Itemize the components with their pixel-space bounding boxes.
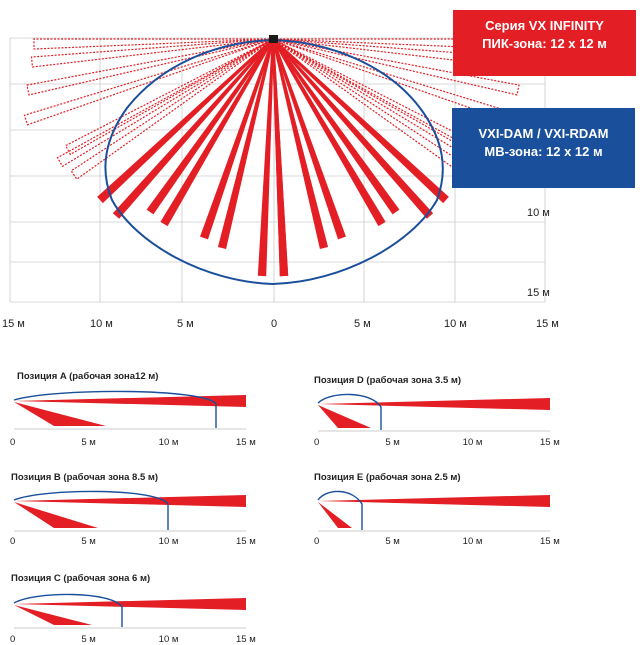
- side-long-beam: [14, 495, 246, 507]
- x-label-right-15: 15 м: [536, 318, 559, 330]
- side-tick-label: 10 м: [462, 536, 483, 547]
- dotted-beam-right: [272, 38, 520, 96]
- dotted-beam-left: [26, 38, 274, 96]
- side-tick-label: 15 м: [540, 536, 560, 547]
- pir-zone-label: ПИК-зона: 12 x 12 м: [482, 36, 607, 51]
- dotted-beam-left: [33, 38, 274, 50]
- pir-solid-beams: [97, 39, 449, 277]
- y-label-15: 15 м: [527, 287, 550, 299]
- mw-zone-label: МВ-зона: 12 x 12 м: [484, 144, 603, 159]
- microwave-zone-outline: [104, 38, 444, 286]
- x-label-right-5: 5 м: [354, 318, 371, 330]
- side-mw-outline: [317, 393, 382, 430]
- side-tick-label: 5 м: [81, 437, 96, 448]
- side-tick-label: 5 м: [385, 437, 400, 448]
- x-label-right-10: 10 м: [444, 318, 467, 330]
- solid-beam: [257, 39, 274, 277]
- side-mw-outline: [317, 490, 363, 530]
- position-a-title: Позиция A (рабочая зона12 м): [17, 371, 159, 382]
- solid-beam: [273, 39, 400, 215]
- side-tick-label: 0: [10, 634, 16, 645]
- side-tick-label: 0: [314, 437, 320, 448]
- position-c-title: Позиция C (рабочая зона 6 м): [11, 573, 151, 584]
- x-label-left-10: 10 м: [90, 318, 113, 330]
- side-tick-label: 15 м: [236, 437, 256, 448]
- position-b-title: Позиция B (рабочая зона 8.5 м): [11, 472, 159, 483]
- x-label-left-5: 5 м: [177, 318, 194, 330]
- pir-series-label: Серия VX INFINITY: [485, 18, 604, 33]
- solid-beam: [272, 39, 289, 277]
- side-mw-outline: [13, 490, 169, 530]
- side-long-beam: [14, 598, 246, 610]
- side-tick-label: 10 м: [158, 536, 179, 547]
- side-tick-label: 10 м: [462, 437, 483, 448]
- side-floor-beam: [14, 502, 98, 528]
- x-label-zero: 0: [271, 318, 278, 330]
- dotted-beam-left: [64, 38, 274, 156]
- position-d-title: Позиция D (рабочая зона 3.5 м): [314, 375, 462, 386]
- dotted-beam-right: [272, 38, 513, 50]
- side-tick-label: 5 м: [81, 634, 96, 645]
- solid-beam: [273, 39, 449, 204]
- solid-beam: [273, 39, 434, 219]
- pir-legend-badge: Серия VX INFINITY ПИК-зона: 12 x 12 м: [453, 10, 636, 76]
- solid-beam: [146, 39, 273, 215]
- solid-beam: [273, 39, 329, 249]
- solid-beam: [273, 39, 386, 227]
- side-views: [13, 390, 550, 629]
- side-floor-beam: [14, 402, 106, 426]
- side-long-beam: [14, 395, 246, 407]
- side-tick-label: 5 м: [81, 536, 96, 547]
- side-tick-label: 10 м: [158, 634, 179, 645]
- side-mw-outline: [13, 390, 217, 428]
- side-tick-label: 15 м: [540, 437, 560, 448]
- side-tick-label: 0: [10, 536, 16, 547]
- solid-beam: [97, 39, 273, 204]
- solid-beam: [112, 39, 273, 219]
- dotted-beam-right: [272, 38, 490, 168]
- solid-beam: [200, 39, 273, 240]
- side-tick-label: 5 м: [385, 536, 400, 547]
- detector-icon: [269, 35, 278, 43]
- side-tick-label: 15 м: [236, 634, 256, 645]
- solid-beam: [273, 39, 346, 240]
- side-tick-label: 10 м: [158, 437, 179, 448]
- side-floor-beam: [318, 502, 352, 528]
- side-floor-beam: [318, 405, 371, 428]
- x-label-left-15: 15 м: [2, 318, 25, 330]
- dotted-beam-left: [23, 38, 274, 126]
- dotted-beam-left: [56, 38, 274, 168]
- side-mw-outline: [13, 593, 123, 627]
- side-long-beam: [318, 398, 550, 410]
- side-tick-label: 0: [10, 437, 16, 448]
- side-tick-label: 0: [314, 536, 320, 547]
- solid-beam: [160, 39, 273, 227]
- side-long-beam: [318, 495, 550, 507]
- mw-models-label: VXI-DAM / VXI-RDAM: [478, 126, 609, 141]
- solid-beam: [217, 39, 273, 249]
- side-floor-beam: [14, 605, 92, 625]
- position-e-title: Позиция E (рабочая зона 2.5 м): [314, 472, 461, 483]
- side-tick-label: 15 м: [236, 536, 256, 547]
- mw-legend-badge: VXI-DAM / VXI-RDAM МВ-зона: 12 x 12 м: [452, 108, 635, 188]
- dotted-beam-left: [70, 38, 274, 180]
- y-label-10: 10 м: [527, 207, 550, 219]
